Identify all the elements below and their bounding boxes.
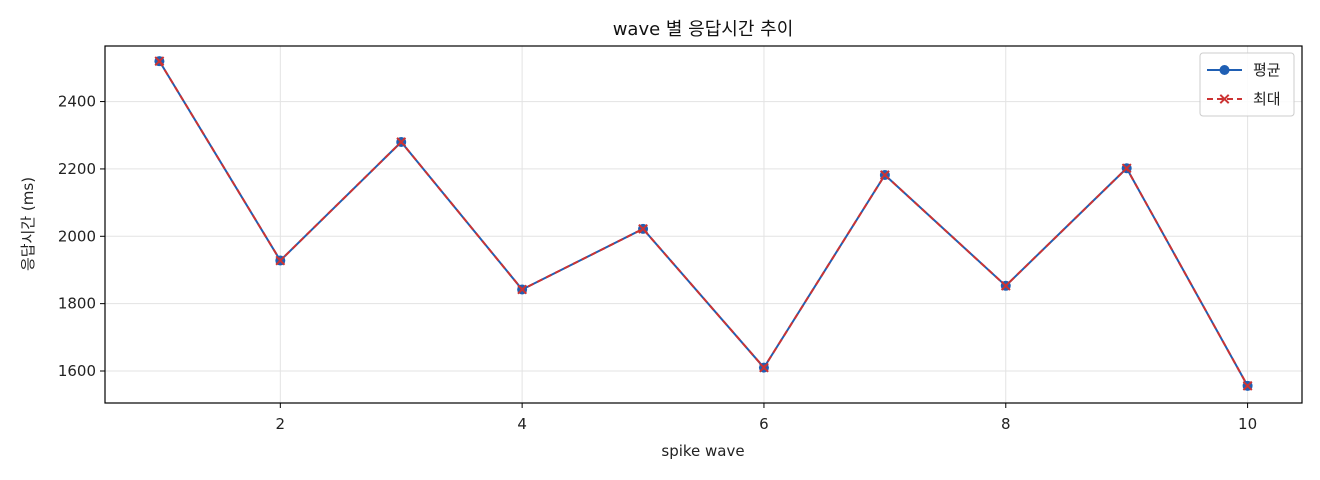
- y-axis-label: 응답시간 (ms): [19, 177, 37, 271]
- legend-label: 평균: [1253, 61, 1281, 79]
- data-point-x: [517, 284, 528, 295]
- data-point-x-stroke: [1121, 163, 1132, 174]
- y-tick-label: 1800: [58, 295, 96, 313]
- data-point-x: [1121, 163, 1132, 174]
- x-tick-label: 4: [517, 415, 527, 433]
- series-line-최대: [158, 60, 1249, 387]
- data-point-x-stroke: [154, 56, 165, 67]
- data-point-x: [275, 255, 286, 266]
- data-point-x-stroke: [1242, 380, 1253, 391]
- data-point-x: [396, 137, 407, 147]
- y-tick-label: 2000: [58, 227, 96, 245]
- data-point-x: [154, 56, 165, 67]
- data-point-x-stroke: [759, 362, 769, 373]
- x-tick-label: 2: [276, 415, 286, 433]
- y-tick-label: 1600: [58, 362, 96, 380]
- x-tick-label: 8: [1001, 415, 1011, 433]
- chart-title: wave 별 응답시간 추이: [613, 19, 794, 40]
- data-point-x-stroke: [517, 284, 528, 295]
- data-point-x: [879, 170, 890, 180]
- data-point-x-stroke: [396, 137, 407, 147]
- data-point-x: [759, 362, 769, 373]
- legend-marker-circle: [1219, 65, 1230, 75]
- data-point-x: [638, 223, 648, 234]
- grid: [105, 46, 1302, 403]
- plot-frame: [104, 45, 1303, 404]
- data-point-x-stroke: [275, 255, 286, 266]
- legend-marker-x: [1219, 94, 1230, 104]
- data-point-x-stroke: [1000, 280, 1011, 291]
- data-point-x-stroke: [879, 170, 890, 180]
- x-tick-label: 6: [759, 415, 769, 433]
- x-tick-label: 10: [1238, 415, 1257, 433]
- legend-label: 최대: [1253, 90, 1281, 108]
- axis-ticks: 2 4 6 8 10 1600 1800 2000 2200 2400: [58, 93, 1257, 433]
- series-group: [154, 56, 1253, 391]
- data-point-x: [1242, 380, 1253, 391]
- y-tick-label: 2200: [58, 160, 96, 178]
- y-tick-label: 2400: [58, 93, 96, 111]
- data-point-x-stroke: [638, 223, 648, 234]
- x-axis-label: spike wave: [661, 442, 744, 460]
- data-point-x: [1000, 280, 1011, 291]
